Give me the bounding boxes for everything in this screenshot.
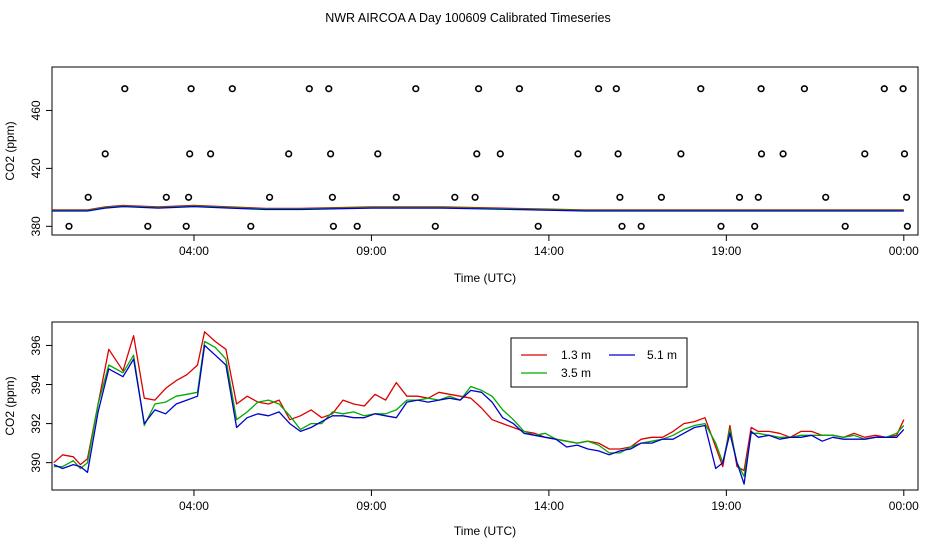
- x-tick-label: 09:00: [356, 244, 386, 258]
- plot-frame: [51, 66, 919, 236]
- calibration-point: [451, 193, 459, 201]
- calibration-point: [471, 193, 479, 201]
- calibration-point: [903, 222, 912, 230]
- x-tick-label: 19:00: [711, 244, 741, 258]
- calibration-point: [861, 150, 869, 158]
- x-tick-label: 09:00: [356, 499, 386, 513]
- calibration-point: [534, 222, 542, 230]
- calibration-point: [329, 222, 338, 230]
- calibration-point: [822, 193, 830, 201]
- calibration-point: [757, 85, 765, 93]
- calibration-point: [65, 222, 73, 230]
- calibration-point: [594, 85, 603, 93]
- x-tick-label: 00:00: [889, 244, 919, 258]
- series-line-5-1-m: [53, 344, 905, 485]
- legend-box: [510, 337, 688, 388]
- calibration-point: [751, 222, 759, 230]
- figure-title: NWR AIRCOA A Day 100609 Calibrated Times…: [325, 11, 611, 25]
- calibration-point: [841, 222, 849, 230]
- calibration-point: [328, 193, 337, 201]
- series-line-3-5-m: [53, 340, 905, 477]
- calibration-point: [228, 85, 236, 93]
- calibration-point: [325, 85, 333, 93]
- y-tick-label: 392: [29, 413, 43, 433]
- ambient-trace: [52, 205, 904, 212]
- calibration-point: [614, 150, 622, 158]
- calibration-point: [162, 193, 170, 201]
- calibration-point: [431, 222, 439, 230]
- calibration-point: [637, 222, 645, 230]
- calibration-point: [392, 193, 400, 201]
- calibration-point: [754, 193, 762, 201]
- legend-label-5-1m: 5.1 m: [647, 348, 677, 362]
- calibration-point: [880, 85, 888, 93]
- calibration-point: [515, 85, 524, 93]
- plot-frame: [51, 321, 919, 491]
- calibration-point: [247, 222, 255, 230]
- x-tick-label: 14:00: [534, 244, 564, 258]
- calibration-point: [757, 150, 766, 158]
- calibration-point: [285, 150, 293, 158]
- legend: 1.3 m 3.5 m 5.1 m: [510, 337, 688, 388]
- calibration-point: [800, 85, 809, 93]
- calibration-point: [496, 150, 504, 158]
- series-line-1-3-m: [53, 331, 905, 472]
- calibration-point: [900, 150, 909, 158]
- calibration-point: [353, 222, 361, 230]
- legend-label-1-3m: 1.3 m: [561, 348, 591, 362]
- calibration-point: [735, 193, 744, 201]
- calibration-point: [657, 193, 666, 201]
- x-tick-label: 04:00: [179, 499, 209, 513]
- y-axis-label: CO2 (ppm): [3, 121, 17, 180]
- x-tick-label: 04:00: [179, 244, 209, 258]
- calibration-point: [473, 150, 481, 158]
- calibration-point: [618, 222, 626, 230]
- calibration-point: [697, 85, 705, 93]
- y-tick-label: 420: [29, 158, 43, 178]
- calibration-point: [266, 193, 274, 201]
- y-tick-label: 390: [29, 452, 43, 472]
- calibration-point: [899, 85, 907, 93]
- y-tick-label: 394: [29, 374, 43, 394]
- calibration-point: [677, 150, 685, 158]
- calibration-point: [144, 222, 152, 230]
- x-axis-label: Time (UTC): [454, 271, 516, 285]
- calibration-point: [84, 193, 92, 201]
- y-tick-label: 396: [29, 335, 43, 355]
- x-tick-label: 14:00: [534, 499, 564, 513]
- calibration-point: [475, 85, 483, 93]
- calibration-point: [182, 222, 190, 230]
- calibration-point: [717, 222, 725, 230]
- calibration-panel: 04:00 09:00 14:00 19:00 00:00 380 420 460 Time …: [3, 66, 919, 285]
- y-tick-label: 380: [29, 216, 43, 236]
- calibration-point: [374, 150, 382, 158]
- calibration-point: [327, 150, 335, 158]
- calibration-point: [779, 150, 787, 158]
- x-axis-label: Time (UTC): [454, 524, 516, 538]
- calibration-point: [305, 85, 313, 93]
- calibration-point: [552, 193, 560, 201]
- calibration-point: [101, 150, 109, 158]
- calibration-point: [121, 85, 129, 93]
- legend-label-3-5m: 3.5 m: [561, 366, 591, 380]
- calibration-point: [612, 85, 620, 93]
- calibration-point: [616, 193, 624, 201]
- calibration-point: [185, 193, 193, 201]
- y-axis-label: CO2 (ppm): [3, 376, 17, 435]
- height-series-panel: 04:00 09:00 14:00 19:00 00:00 390 392 394 396 Ti…: [3, 321, 919, 538]
- calibration-point: [902, 193, 911, 201]
- x-tick-label: 00:00: [889, 499, 919, 513]
- calibration-point: [574, 150, 582, 158]
- y-tick-label: 460: [29, 100, 43, 120]
- calibration-point: [207, 150, 215, 158]
- calibration-point: [186, 150, 194, 158]
- x-tick-label: 19:00: [711, 499, 741, 513]
- calibration-point: [412, 85, 420, 93]
- calibration-point: [187, 85, 195, 93]
